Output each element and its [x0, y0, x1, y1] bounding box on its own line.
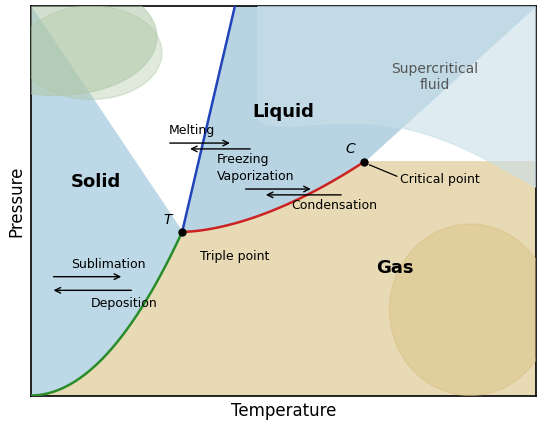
Polygon shape [389, 225, 543, 396]
Polygon shape [182, 7, 536, 232]
Text: $C$: $C$ [345, 141, 357, 155]
Text: $T$: $T$ [163, 213, 175, 227]
Polygon shape [0, 0, 157, 96]
Text: Critical point: Critical point [400, 172, 479, 185]
Text: Solid: Solid [71, 173, 121, 191]
Polygon shape [30, 162, 536, 396]
Polygon shape [21, 7, 162, 100]
Polygon shape [30, 7, 235, 396]
X-axis label: Temperature: Temperature [231, 401, 336, 419]
Text: Triple point: Triple point [200, 250, 269, 263]
Text: Sublimation: Sublimation [71, 257, 146, 270]
Text: Condensation: Condensation [291, 198, 377, 211]
Text: Deposition: Deposition [91, 296, 157, 309]
Polygon shape [258, 7, 536, 188]
Text: Supercritical
fluid: Supercritical fluid [392, 62, 478, 92]
Text: Vaporization: Vaporization [217, 170, 294, 183]
Text: Gas: Gas [376, 258, 413, 276]
Text: Melting: Melting [169, 124, 216, 137]
Text: Freezing: Freezing [217, 152, 269, 165]
Y-axis label: Pressure: Pressure [7, 166, 25, 237]
Text: Liquid: Liquid [252, 103, 314, 121]
